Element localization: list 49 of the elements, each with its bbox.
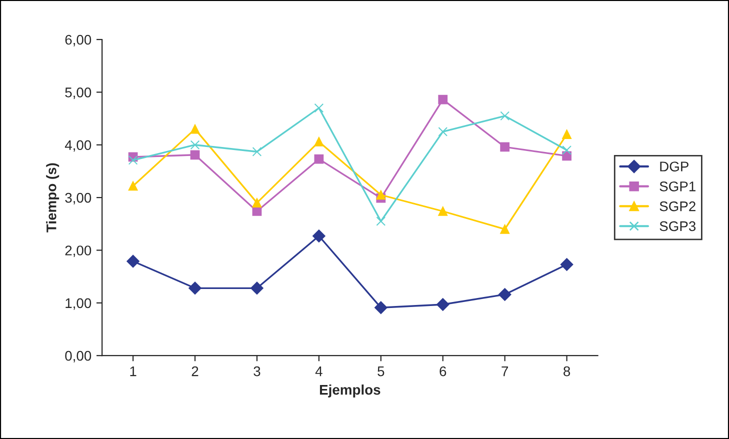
legend-label: SGP1 [660, 181, 696, 192]
y-tick-label: 6,00 [65, 34, 92, 46]
legend-label: SGP2 [660, 201, 696, 212]
point [498, 288, 512, 301]
point [438, 206, 448, 216]
x-tick-label: 6 [440, 366, 446, 376]
point [252, 147, 262, 156]
point [376, 216, 386, 226]
x-tick-label: 2 [192, 366, 198, 376]
point [188, 282, 202, 295]
point [436, 298, 450, 311]
y-tick-label: 0,00 [65, 350, 92, 362]
point [500, 111, 510, 121]
point [562, 145, 572, 155]
x-tick-label: 8 [564, 366, 570, 376]
point [312, 230, 326, 242]
x-tick-label: 3 [254, 366, 260, 376]
point [190, 140, 200, 150]
point [128, 155, 138, 165]
legend-label: SGP3 [660, 221, 696, 232]
point [560, 258, 574, 271]
y-tick-label: 1,00 [66, 298, 92, 310]
x-tick-label: 1 [130, 366, 136, 376]
y-tick-label: 2,00 [65, 246, 92, 258]
point [500, 142, 510, 152]
point [252, 198, 262, 208]
y-tick-label: 3,00 [65, 192, 92, 204]
point [314, 103, 324, 113]
point [500, 224, 510, 234]
point [126, 254, 140, 268]
point [190, 150, 200, 160]
y-tick-label: 4,00 [64, 140, 92, 152]
x-tick-label: 5 [378, 366, 384, 376]
point [314, 154, 324, 164]
x-axis-title: Ejemplos [320, 384, 380, 398]
point [250, 282, 264, 295]
point [562, 130, 572, 140]
point [374, 301, 388, 314]
point [438, 94, 448, 104]
y-axis-title: Tiempo (s) [46, 163, 60, 232]
legend-label: DGP [660, 162, 688, 172]
x-tick-label: 4 [315, 366, 322, 376]
y-tick-label: 5,00 [65, 88, 92, 99]
point [438, 127, 448, 136]
point [128, 181, 138, 191]
x-tick-label: 7 [502, 366, 508, 376]
point [314, 137, 324, 146]
point [376, 190, 386, 200]
point [190, 124, 200, 134]
